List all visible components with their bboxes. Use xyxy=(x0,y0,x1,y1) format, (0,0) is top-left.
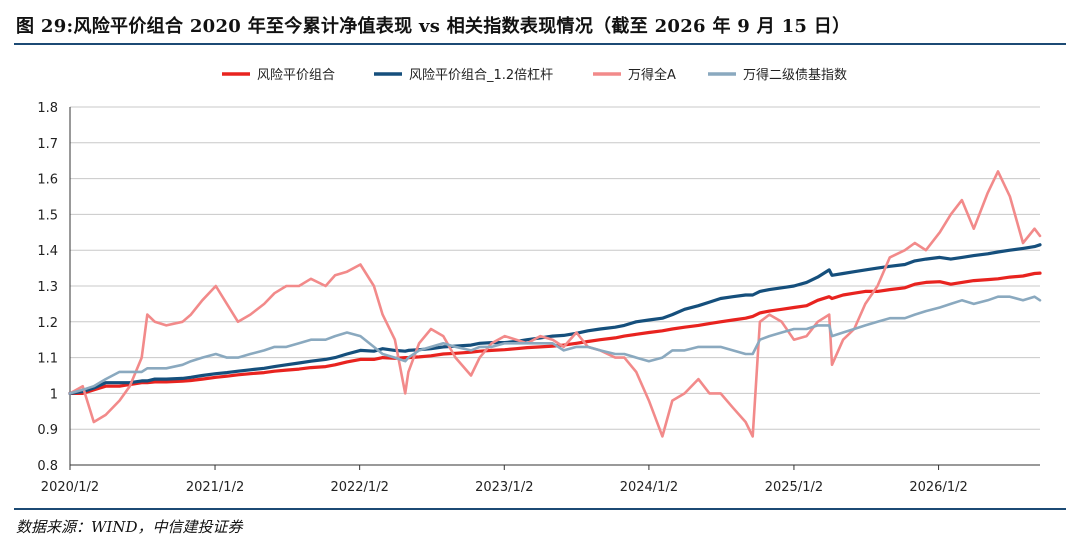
y-tick-label: 1.8 xyxy=(37,101,58,116)
gridlines xyxy=(70,106,1040,430)
x-tick-label: 2026/1/2 xyxy=(909,480,967,495)
series-line-0 xyxy=(68,271,1042,395)
series-line-2 xyxy=(68,170,1042,438)
y-tick-label: 1.2 xyxy=(37,316,58,331)
legend-label-3: 万得二级债基指数 xyxy=(743,67,847,83)
x-tick-label: 2024/1/2 xyxy=(620,480,678,495)
y-tick-label: 0.9 xyxy=(37,423,58,438)
y-tick-label: 1.6 xyxy=(37,173,58,188)
x-tick-label: 2020/1/2 xyxy=(41,480,99,495)
figure-source: 数据来源：WIND，中信建投证券 xyxy=(16,518,243,536)
y-tick-label: 1.3 xyxy=(37,280,58,295)
y-tick-label: 0.8 xyxy=(37,459,58,474)
x-tick-label: 2023/1/2 xyxy=(475,480,533,495)
axes: 0.8 0.9 1 1.1 1.2 1.3 1.4 1.5 1.6 1.7 1.8 2020/1/2 2… xyxy=(37,101,1040,495)
series-line-3 xyxy=(68,295,1042,395)
source-rule xyxy=(14,508,1066,510)
x-tick-label: 2021/1/2 xyxy=(186,480,244,495)
legend-label-0: 风险平价组合 xyxy=(257,68,335,83)
x-tick-label: 2022/1/2 xyxy=(330,480,388,495)
title-rule xyxy=(14,43,1066,45)
legend-label-2: 万得全A xyxy=(628,67,676,83)
series-line-1 xyxy=(68,243,1042,395)
legend-label-1: 风险平价组合_1.2倍杠杆 xyxy=(409,67,553,83)
y-tick-label: 1.5 xyxy=(37,208,58,223)
series-lines xyxy=(68,170,1042,438)
x-tick-label: 2025/1/2 xyxy=(765,480,823,495)
y-tick-label: 1 xyxy=(50,387,58,402)
y-tick-label: 1.4 xyxy=(37,244,58,259)
y-tick-label: 1.7 xyxy=(37,137,58,152)
legend: 风险平价组合 风险平价组合_1.2倍杠杆 万得全A 万得二级债基指数 xyxy=(222,67,847,83)
figure-title: 图 29:风险平价组合 2020 年至今累计净值表现 vs 相关指数表现情况（截… xyxy=(16,16,851,37)
y-tick-label: 1.1 xyxy=(37,352,58,367)
